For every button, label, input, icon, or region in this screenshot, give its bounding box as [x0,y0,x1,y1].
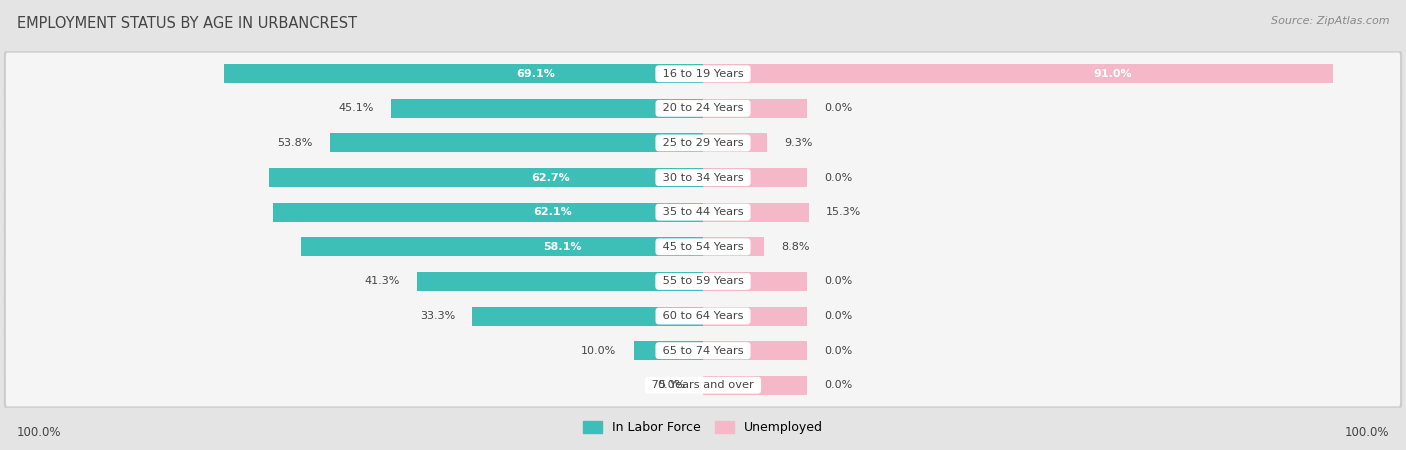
Text: 75 Years and over: 75 Years and over [648,380,758,390]
Bar [703,237,763,256]
Bar [225,64,703,83]
FancyBboxPatch shape [6,364,1400,406]
Text: 45.1%: 45.1% [337,104,374,113]
Bar [703,272,807,291]
Text: 62.7%: 62.7% [531,173,571,183]
Bar [391,99,703,118]
FancyBboxPatch shape [4,293,1402,338]
Text: Source: ZipAtlas.com: Source: ZipAtlas.com [1271,16,1389,26]
Text: 0.0%: 0.0% [824,173,852,183]
Bar [703,134,768,153]
Text: 10.0%: 10.0% [581,346,616,356]
Text: 15.3%: 15.3% [827,207,862,217]
Text: 60 to 64 Years: 60 to 64 Years [659,311,747,321]
Text: 0.0%: 0.0% [824,276,852,286]
FancyBboxPatch shape [6,329,1400,372]
Text: 65 to 74 Years: 65 to 74 Years [659,346,747,356]
Bar [472,306,703,325]
FancyBboxPatch shape [4,224,1402,269]
FancyBboxPatch shape [4,328,1402,373]
Text: 8.8%: 8.8% [782,242,810,252]
Text: 16 to 19 Years: 16 to 19 Years [659,69,747,79]
Text: EMPLOYMENT STATUS BY AGE IN URBANCREST: EMPLOYMENT STATUS BY AGE IN URBANCREST [17,16,357,31]
Text: 69.1%: 69.1% [516,69,555,79]
FancyBboxPatch shape [6,260,1400,302]
FancyBboxPatch shape [6,157,1400,199]
Text: 91.0%: 91.0% [1094,69,1132,79]
FancyBboxPatch shape [6,295,1400,337]
Text: 25 to 29 Years: 25 to 29 Years [659,138,747,148]
Text: 30 to 34 Years: 30 to 34 Years [659,173,747,183]
Text: 0.0%: 0.0% [824,104,852,113]
Text: 58.1%: 58.1% [543,242,582,252]
Text: 33.3%: 33.3% [420,311,456,321]
FancyBboxPatch shape [4,363,1402,408]
FancyBboxPatch shape [6,226,1400,268]
FancyBboxPatch shape [6,191,1400,233]
Bar [273,202,703,222]
Text: 55 to 59 Years: 55 to 59 Years [659,276,747,286]
FancyBboxPatch shape [4,190,1402,235]
Text: 9.3%: 9.3% [785,138,813,148]
Text: 20 to 24 Years: 20 to 24 Years [659,104,747,113]
Text: 41.3%: 41.3% [364,276,399,286]
Bar [703,64,1333,83]
FancyBboxPatch shape [4,121,1402,166]
Bar [703,306,807,325]
Text: 53.8%: 53.8% [278,138,314,148]
Bar [703,202,808,222]
Bar [301,237,703,256]
Text: 35 to 44 Years: 35 to 44 Years [659,207,747,217]
Text: 0.0%: 0.0% [658,380,686,390]
Bar [269,168,703,187]
FancyBboxPatch shape [6,53,1400,95]
FancyBboxPatch shape [4,86,1402,131]
Legend: In Labor Force, Unemployed: In Labor Force, Unemployed [578,416,828,439]
Text: 0.0%: 0.0% [824,380,852,390]
Text: 0.0%: 0.0% [824,311,852,321]
Text: 100.0%: 100.0% [17,426,62,439]
Bar [703,376,807,395]
Text: 100.0%: 100.0% [1344,426,1389,439]
Bar [703,168,807,187]
Bar [330,134,703,153]
Bar [703,341,807,360]
FancyBboxPatch shape [6,87,1400,130]
Bar [703,99,807,118]
FancyBboxPatch shape [4,51,1402,96]
FancyBboxPatch shape [4,259,1402,304]
Text: 45 to 54 Years: 45 to 54 Years [659,242,747,252]
Text: 62.1%: 62.1% [533,207,572,217]
Bar [418,272,703,291]
FancyBboxPatch shape [4,155,1402,200]
FancyBboxPatch shape [6,122,1400,164]
Bar [634,341,703,360]
Text: 0.0%: 0.0% [824,346,852,356]
